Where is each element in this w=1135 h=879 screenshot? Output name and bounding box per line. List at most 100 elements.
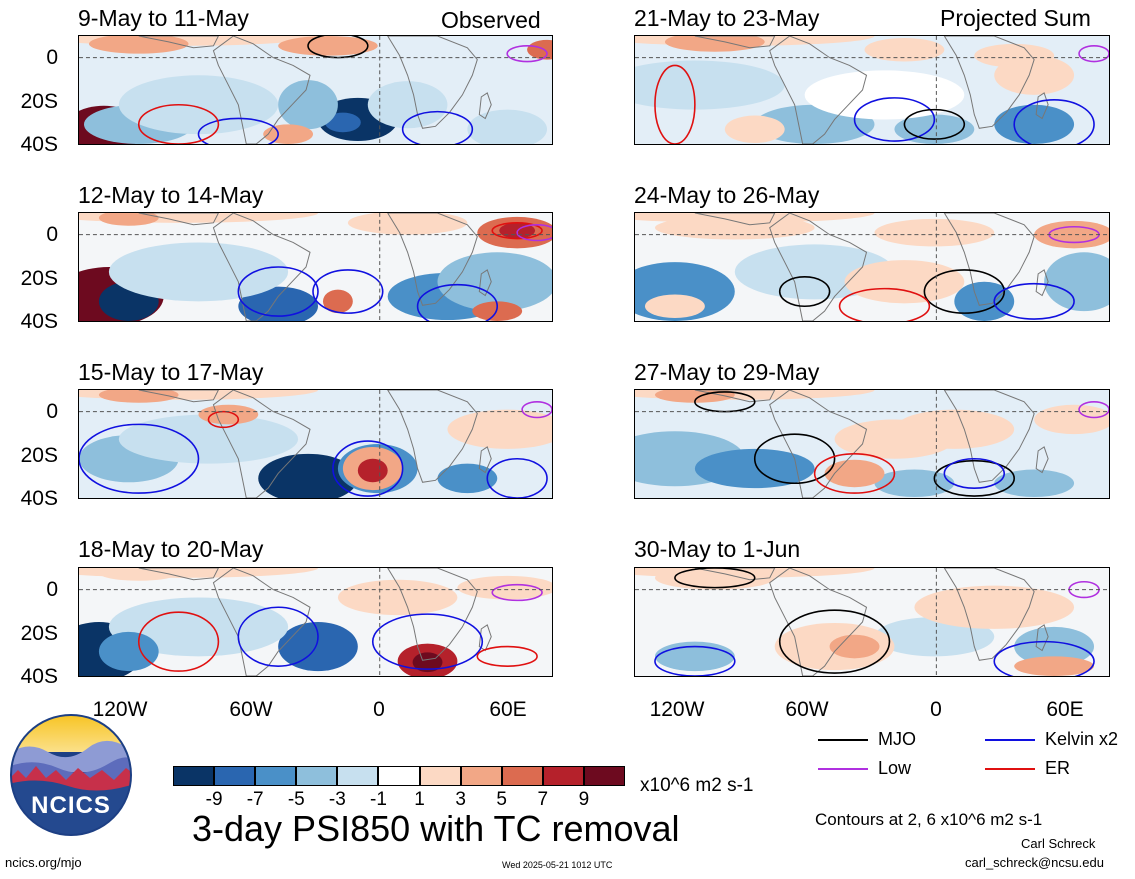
land-outline-central-america xyxy=(138,213,219,226)
colorbar-swatch xyxy=(460,766,502,786)
contour-line xyxy=(332,440,404,497)
map-svg xyxy=(79,390,552,498)
shading-negative xyxy=(874,469,955,498)
colorbar-tick-label: 1 xyxy=(414,789,425,810)
y-tick-20s-p3: 20S xyxy=(20,267,58,290)
y-tick-20s-p7: 20S xyxy=(20,622,58,645)
shading-positive xyxy=(98,568,179,581)
colorbar-tick-label: 9 xyxy=(578,789,590,810)
colorbar-swatch xyxy=(419,766,461,786)
shading-positive xyxy=(874,218,995,247)
colorbar-tick-label: -9 xyxy=(205,789,223,810)
land-outline-central-america xyxy=(138,390,219,403)
contour-line xyxy=(521,400,552,419)
x-tick-120w-left: 120W xyxy=(92,698,148,721)
shading-negative xyxy=(98,631,159,672)
x-tick-120w-right: 120W xyxy=(649,698,705,721)
shading-negative xyxy=(994,104,1075,144)
y-tick-40s-p7: 40S xyxy=(20,665,58,688)
shading-negative xyxy=(278,622,358,672)
y-tick-20s-p1: 20S xyxy=(20,90,58,113)
colorbar-swatch xyxy=(378,766,420,786)
land-outline-africa xyxy=(943,36,1035,129)
contour-line xyxy=(197,117,279,144)
colorbar xyxy=(173,766,625,786)
shading-positive xyxy=(347,213,468,235)
author: Carl Schreck xyxy=(1021,836,1096,851)
map-panel-2 xyxy=(634,35,1110,145)
land-outline-south-america xyxy=(212,36,311,144)
contour-line xyxy=(416,283,499,321)
map-panel-8 xyxy=(634,567,1110,677)
panel-tag-observed: Observed xyxy=(441,7,541,33)
shading-positive xyxy=(724,115,785,144)
colorbar-tick-label: -7 xyxy=(246,789,264,810)
shading-positive xyxy=(914,585,1075,629)
shading-positive xyxy=(357,458,388,483)
contour-line xyxy=(1078,400,1109,419)
email: carl_schreck@ncsu.edu xyxy=(965,855,1104,870)
map-panel-1 xyxy=(78,35,553,145)
shading-negative xyxy=(437,463,498,494)
panel-title-7: 18-May to 20-May xyxy=(78,536,264,562)
contour-line xyxy=(753,433,836,485)
shading-positive xyxy=(322,289,353,314)
x-tick-0-left: 0 xyxy=(373,698,385,721)
y-tick-40s-p3: 40S xyxy=(20,310,58,333)
panel-tag-projected: Projected Sum xyxy=(940,5,1091,31)
shading-positive xyxy=(1014,656,1095,676)
land-outline-south-america xyxy=(212,568,311,676)
land-outline-central-america xyxy=(138,36,219,49)
colorbar-swatch xyxy=(214,766,256,786)
colorbar-units: x10^6 m2 s-1 xyxy=(640,775,754,796)
panel-title-8: 30-May to 1-Jun xyxy=(634,536,801,562)
x-tick-60w-right: 60W xyxy=(785,698,829,721)
land-outline-africa xyxy=(943,213,1035,306)
y-tick-40s-p1: 40S xyxy=(20,133,58,156)
legend-label-low: Low xyxy=(878,758,912,778)
shading-positive xyxy=(844,260,965,304)
shading-negative xyxy=(894,114,975,144)
legend-label-mjo: MJO xyxy=(878,729,916,749)
shading-negative xyxy=(108,242,289,302)
x-tick-60e-right: 60E xyxy=(1046,698,1084,721)
shading-positive xyxy=(864,37,945,62)
shading-negative xyxy=(635,60,785,110)
contour-note: Contours at 2, 6 x10^6 m2 s-1 xyxy=(815,810,1043,829)
contour-line xyxy=(694,391,756,413)
legend-label-kelvin: Kelvin x2 xyxy=(1045,729,1119,749)
shading-negative xyxy=(467,109,548,144)
colorbar-tick-label: 3 xyxy=(455,789,466,810)
shading-negative xyxy=(367,81,448,129)
contour-line xyxy=(491,222,543,240)
shading-positive xyxy=(654,215,815,240)
contour-line xyxy=(778,276,831,308)
map-svg xyxy=(79,568,552,676)
land-outline-madagascar xyxy=(1035,446,1049,474)
shading-positive xyxy=(278,36,378,56)
x-tick-60w-left: 60W xyxy=(229,698,273,721)
ncics-logo: NCICS xyxy=(8,712,134,838)
contour-line xyxy=(923,269,1006,314)
y-tick-0-p7: 0 xyxy=(46,578,58,601)
contour-line xyxy=(1013,99,1095,144)
panel-title-2: 21-May to 23-May xyxy=(634,5,820,31)
y-tick-40s-p5: 40S xyxy=(20,487,58,510)
contour-line xyxy=(486,457,548,498)
colorbar-swatch xyxy=(542,766,584,786)
shading-positive xyxy=(644,294,705,319)
colorbar-tick-label: 5 xyxy=(496,789,507,810)
colorbar-swatch xyxy=(255,766,297,786)
contour-line xyxy=(516,223,552,242)
land-outline-madagascar xyxy=(478,446,492,474)
shading-negative xyxy=(1044,252,1109,312)
y-tick-0-p3: 0 xyxy=(46,223,58,246)
contour-line xyxy=(476,645,538,667)
contour-line xyxy=(778,609,891,674)
contour-line xyxy=(813,453,896,494)
legend-line-kelvin xyxy=(985,739,1035,741)
main-title: 3-day PSI850 with TC removal xyxy=(192,808,680,849)
contour-line xyxy=(993,640,1095,676)
panel-title-3: 12-May to 14-May xyxy=(78,182,264,208)
land-outline-south-america xyxy=(769,213,868,321)
